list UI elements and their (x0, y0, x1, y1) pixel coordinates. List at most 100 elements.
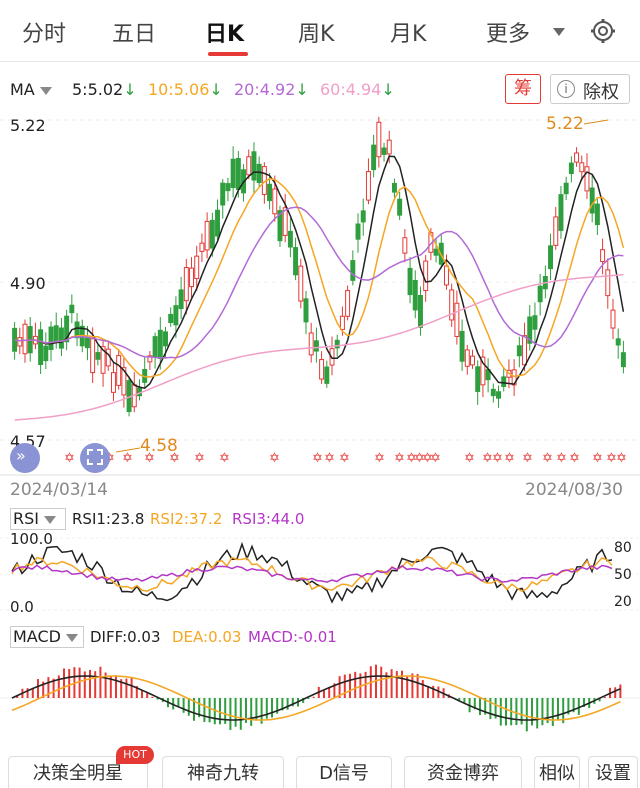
hot-badge: HOT (116, 746, 154, 764)
candle-body (189, 267, 194, 288)
rsi-20-label: 20 (614, 594, 632, 610)
chevron-down-icon[interactable] (553, 28, 565, 36)
tab-more[interactable]: 更多 (486, 22, 531, 47)
candle-body (199, 242, 205, 252)
candle-body (230, 158, 236, 188)
signal-star-icon: ✡ (482, 451, 493, 466)
rsi3-line (11, 564, 613, 583)
candle-body (423, 260, 429, 292)
magic-nine-button[interactable]: 神奇九转 (162, 756, 284, 788)
ma5-value: 5:5.02↓ (72, 80, 137, 99)
ma60-value: 60:4.94↓ (320, 80, 395, 99)
tab-weekly-k[interactable]: 周K (298, 22, 335, 47)
candle-body (558, 194, 564, 231)
similar-button[interactable]: 相似 (534, 756, 580, 788)
ma5-line (14, 155, 625, 390)
start-date: 2024/03/14 (10, 480, 108, 500)
capital-game-button[interactable]: 资金博弈 (404, 756, 522, 788)
signal-star-icon: ✡ (556, 451, 567, 466)
candle-body (391, 182, 397, 193)
ma10-line (14, 178, 625, 378)
candle-body (334, 339, 340, 349)
candle-body (402, 237, 408, 254)
macd-selector[interactable]: MACD (10, 626, 84, 648)
min-price-marker: 4.58 (140, 436, 178, 456)
signal-star-icon: ✡ (194, 451, 205, 466)
candle-body (620, 352, 626, 368)
ma-label[interactable]: MA (10, 80, 52, 99)
candle-body (121, 367, 127, 396)
rsi3-value: RSI3:44.0 (232, 510, 305, 528)
candle-body (152, 336, 158, 358)
signal-star-icon: ✡ (219, 451, 230, 466)
diff-line (11, 675, 621, 721)
candle-body (470, 355, 475, 366)
rsi-chart[interactable] (0, 530, 640, 620)
rsi2-value: RSI2:37.2 (150, 510, 223, 528)
signal-star-icon: ✡ (422, 451, 433, 466)
rsi-50-label: 50 (614, 567, 632, 583)
candle-body (350, 260, 356, 281)
candle-body (69, 304, 75, 314)
signal-star-icon: ✡ (616, 451, 627, 466)
signal-star-icon: ✡ (504, 451, 515, 466)
tab-monthly-k[interactable]: 月K (390, 22, 427, 47)
candlestick-chart[interactable]: ✡✡✡✡✡✡✡✡✡✡✡✡✡✡✡✡✡✡✡✡✡✡✡✡✡✡✡✡ (0, 110, 640, 480)
signal-star-icon: ✡ (406, 451, 417, 466)
candle-body (615, 338, 621, 346)
candle-body (501, 376, 507, 387)
candle-body (584, 166, 590, 192)
candle-body (345, 289, 351, 317)
price-high-label: 5.22 (10, 116, 46, 135)
signal-star-icon: ✡ (464, 451, 475, 466)
settings-button[interactable]: 设置 (588, 756, 638, 788)
candle-body (215, 209, 221, 237)
chip-button[interactable]: 筹 (505, 74, 541, 104)
gear-icon[interactable] (590, 18, 616, 44)
candle-body (251, 151, 257, 181)
signal-star-icon: ✡ (542, 451, 553, 466)
tab-five-day[interactable]: 五日 (112, 22, 157, 47)
macd-chart[interactable] (0, 648, 640, 744)
signal-star-icon: ✡ (374, 451, 385, 466)
diff-value: DIFF:0.03 (90, 628, 161, 646)
tab-daily-k[interactable]: 日K (205, 22, 245, 47)
candle-body (412, 279, 418, 311)
signal-star-icon: ✡ (169, 451, 180, 466)
candle-body (537, 285, 543, 303)
candle-body (475, 366, 481, 392)
candle-body (563, 182, 569, 195)
bottom-toolbar: 决策全明星 神奇九转 D信号 资金博弈 相似 设置 (0, 752, 640, 788)
candle-body (553, 216, 559, 246)
candle-body (360, 210, 366, 223)
candle-body (454, 302, 460, 337)
candle-body (178, 289, 184, 310)
candle-body (116, 355, 122, 386)
candle-body (95, 352, 101, 360)
d-signal-button[interactable]: D信号 (296, 756, 392, 788)
candle-body (407, 267, 413, 296)
rsi-selector[interactable]: RSI (10, 508, 66, 530)
candle-body (610, 309, 616, 329)
signal-star-icon: ✡ (339, 451, 350, 466)
rsi-top-label: 100.0 (10, 530, 53, 548)
candle-body (433, 248, 439, 256)
candle-body (173, 305, 179, 326)
candle-body (209, 219, 215, 249)
candle-body (22, 323, 28, 355)
fullscreen-icon[interactable] (80, 443, 110, 473)
candle-body (605, 269, 611, 297)
rsi2-line (11, 556, 613, 593)
candle-body (386, 139, 392, 155)
candle-body (43, 345, 49, 362)
ma10-value: 10:5.06↓ (148, 80, 223, 99)
candle-body (293, 247, 299, 276)
signal-star-icon: ✡ (430, 451, 441, 466)
expand-icon[interactable]: » (10, 443, 40, 473)
tab-intraday[interactable]: 分时 (22, 22, 67, 47)
candle-body (516, 345, 522, 357)
candle-body (163, 331, 168, 347)
adjust-button[interactable]: i 除权 (550, 74, 630, 104)
candle-body (522, 335, 528, 366)
candle-body (568, 162, 574, 175)
